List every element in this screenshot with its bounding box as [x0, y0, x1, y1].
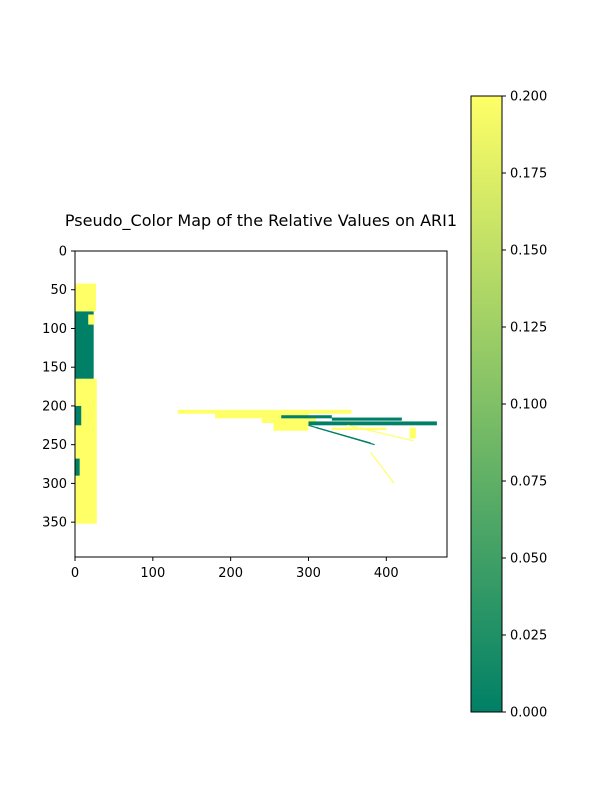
plot-background [75, 251, 447, 557]
heatmap-cell [75, 378, 97, 524]
colorbar-gradient [470, 95, 503, 713]
colorbar-tick-label: 0.100 [510, 398, 547, 413]
y-tick-label: 200 [42, 399, 67, 414]
x-tick-label: 400 [374, 566, 399, 581]
colorbar-ticks: 0.000 0.025 0.050 0.075 0.100 0.125 0.150 0.175… [502, 90, 547, 721]
heatmap-cell [308, 421, 437, 426]
colorbar-tick-label: 0.000 [510, 706, 547, 721]
heatmap-cell [331, 417, 402, 421]
colorbar-tick-label: 0.075 [510, 475, 547, 490]
y-tick-label: 100 [42, 322, 67, 337]
heatmap-streak [347, 424, 414, 442]
y-tick-label: 0 [59, 245, 67, 260]
heatmap-cell [88, 314, 95, 325]
heatmap-cell [75, 311, 94, 379]
x-axis: 0 100 200 300 400 [71, 557, 399, 581]
y-tick-label: 350 [42, 516, 67, 531]
y-tick-label: 150 [42, 361, 67, 376]
heatmap-cell [75, 283, 97, 312]
heatmap-cell [75, 405, 82, 426]
heatmap-cell [409, 427, 416, 439]
y-tick-label: 300 [42, 477, 67, 492]
heatmap-cell [281, 415, 332, 419]
colorbar-tick-label: 0.175 [510, 167, 547, 182]
colorbar-tick-label: 0.150 [510, 244, 547, 259]
y-tick-label: 250 [42, 438, 67, 453]
heatmap-layer [75, 283, 437, 524]
colorbar: 0.000 0.025 0.050 0.075 0.100 0.125 0.150 0.175… [470, 90, 547, 721]
heatmap-cell [261, 418, 317, 423]
plot-frame [74, 250, 448, 558]
colorbar-tick-label: 0.200 [510, 90, 547, 105]
x-tick-label: 100 [140, 566, 165, 581]
heatmap-cell [331, 427, 387, 430]
colorbar-tick-label: 0.125 [510, 321, 547, 336]
heatmap-streak [316, 427, 371, 444]
colorbar-tick-label: 0.025 [510, 629, 547, 644]
chart-title: Pseudo_Color Map of the Relative Values … [65, 211, 457, 231]
heatmap-cell [273, 422, 309, 431]
x-tick-label: 0 [71, 566, 79, 581]
heatmap-cell [215, 413, 309, 419]
plot-area [74, 250, 448, 558]
colorbar-tick-label: 0.050 [510, 552, 547, 567]
y-axis: 0 50 100 150 200 250 300 350 [42, 245, 75, 531]
y-tick-label: 50 [50, 283, 67, 298]
x-tick-label: 200 [218, 566, 243, 581]
heatmap-cell [75, 458, 80, 476]
heatmap-cell [177, 409, 352, 414]
x-tick-label: 300 [296, 566, 321, 581]
heatmap-streak [370, 452, 395, 484]
